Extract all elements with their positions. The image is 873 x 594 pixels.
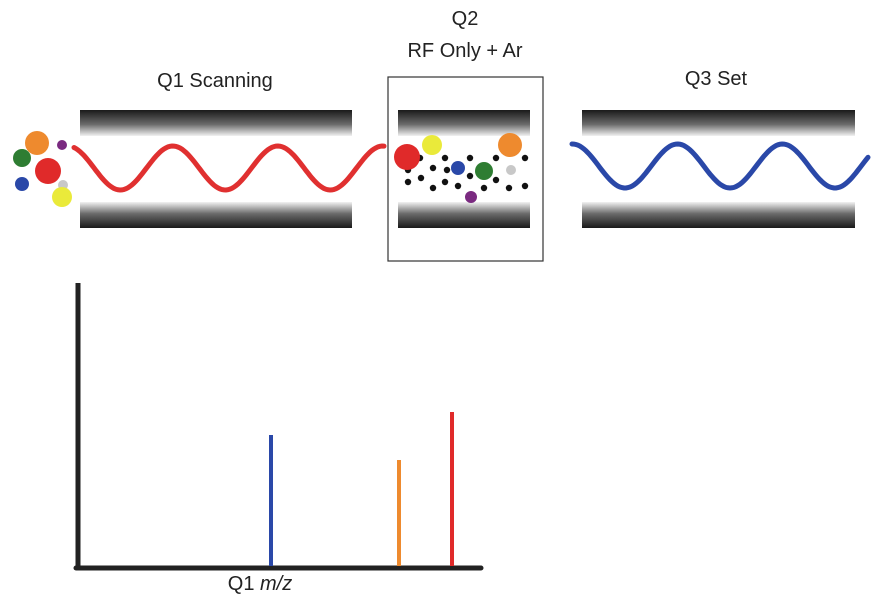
ion-path-q1	[71, 143, 387, 193]
q2-rod-bottom	[398, 202, 530, 228]
q2-sublabel: RF Only + Ar	[407, 40, 522, 62]
ion	[13, 149, 31, 167]
argon-atom	[521, 182, 529, 190]
argon-atom	[443, 166, 451, 174]
argon-atom	[492, 154, 500, 162]
argon-atom	[441, 178, 449, 186]
argon-atom	[429, 184, 437, 192]
ion	[35, 158, 61, 184]
ion	[451, 161, 465, 175]
argon-atom	[429, 164, 437, 172]
ion-cluster	[13, 131, 72, 207]
ion	[498, 133, 522, 157]
axis-label-variable: m/z	[260, 573, 292, 594]
q3-label: Q3 Set	[685, 68, 748, 90]
argon-atom	[505, 184, 513, 192]
q1-rod-bottom	[80, 202, 352, 228]
ion	[475, 162, 493, 180]
ion	[465, 191, 477, 203]
ion	[25, 131, 49, 155]
q2-label: Q2	[452, 8, 479, 30]
argon-atom	[466, 154, 474, 162]
q2-box	[387, 76, 544, 262]
q2-rod-top	[398, 110, 530, 136]
q1-label: Q1 Scanning	[157, 70, 273, 92]
argon-atom	[404, 178, 412, 186]
q3-rod-top	[582, 110, 855, 136]
argon-atom	[454, 182, 462, 190]
q2-ions	[394, 133, 522, 203]
rods	[80, 110, 855, 228]
argon-atom	[480, 184, 488, 192]
ion	[394, 144, 420, 170]
argon-atom	[492, 176, 500, 184]
argon-atom	[466, 172, 474, 180]
q3-rod-bottom	[582, 202, 855, 228]
argon-atom	[441, 154, 449, 162]
argon-atom	[521, 154, 529, 162]
ion-path-q3	[569, 141, 871, 191]
ion	[57, 140, 67, 150]
spectrum: Q1 m/z	[73, 283, 484, 594]
ion	[15, 177, 29, 191]
x-axis-label: Q1 m/z	[228, 573, 292, 594]
q1-rod-top	[80, 110, 352, 136]
ion	[422, 135, 442, 155]
ion	[506, 165, 516, 175]
ion	[52, 187, 72, 207]
argon-atom	[417, 174, 425, 182]
axis-label-prefix: Q1	[228, 573, 255, 594]
